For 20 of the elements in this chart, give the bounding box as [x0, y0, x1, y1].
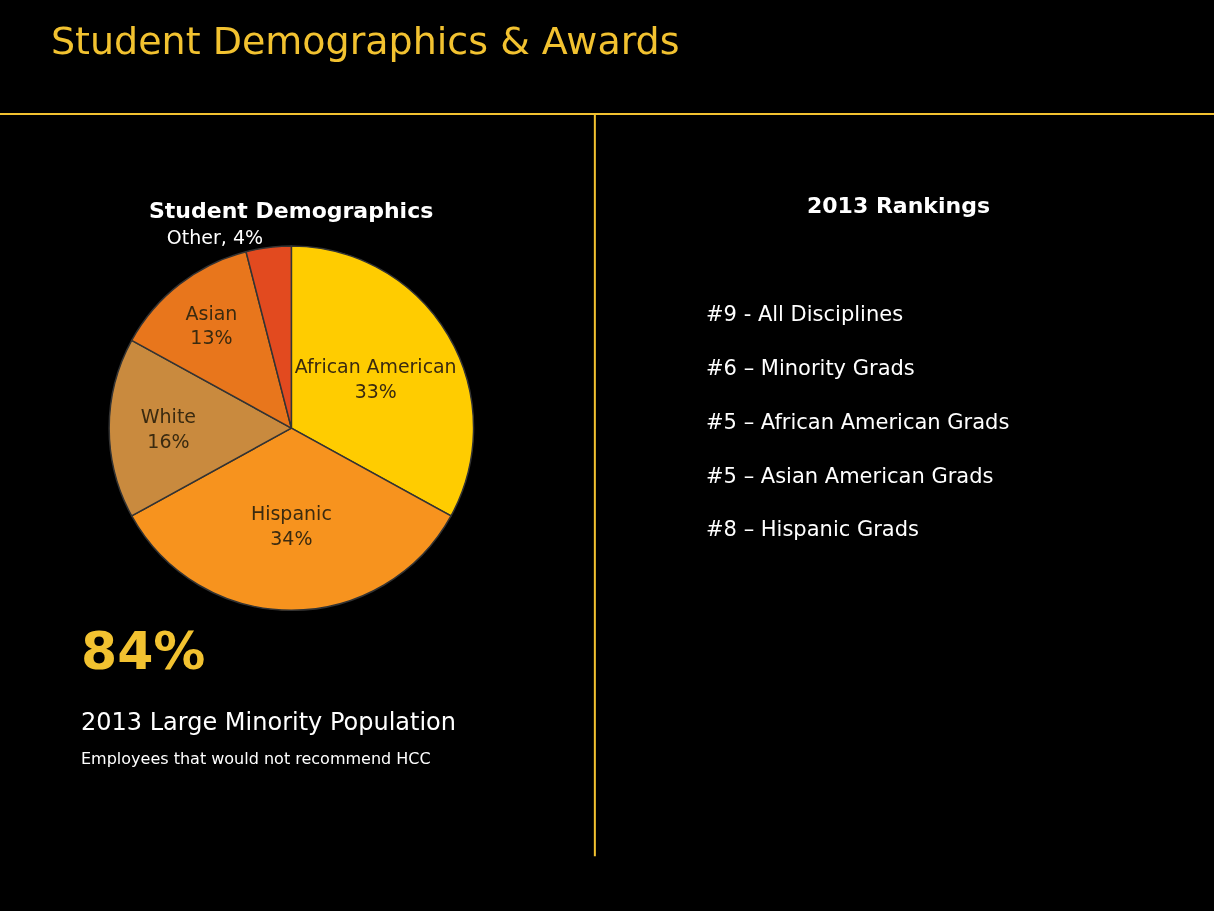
text: Employees that would not recommend HCC — [81, 749, 431, 768]
data-label: 13% — [190, 326, 233, 349]
slice-label: White — [140, 404, 197, 427]
data-label: 34% — [270, 526, 313, 549]
slice-label: African American — [294, 355, 457, 377]
text: 2013 Large Minority Population — [81, 708, 456, 736]
data-label: 33% — [354, 379, 397, 402]
chart-title: Student Demographics — [149, 198, 434, 223]
slice-label: Asian — [185, 301, 238, 324]
text: Student Demographics & Awards — [51, 19, 680, 63]
text: #5 – Asian American Grads — [706, 464, 994, 488]
text: #8 – Hispanic Grads — [706, 517, 919, 541]
slice-label: Other, 4% — [166, 225, 264, 248]
slice-label: Hispanic — [250, 501, 332, 524]
text: 2013 Rankings — [807, 193, 991, 218]
text: #5 – African American Grads — [706, 410, 1010, 434]
text: #6 – Minority Grads — [706, 356, 915, 380]
data-label: 16% — [147, 429, 190, 452]
text: 84% — [81, 621, 206, 681]
text: #9 - All Disciplines — [706, 302, 904, 326]
